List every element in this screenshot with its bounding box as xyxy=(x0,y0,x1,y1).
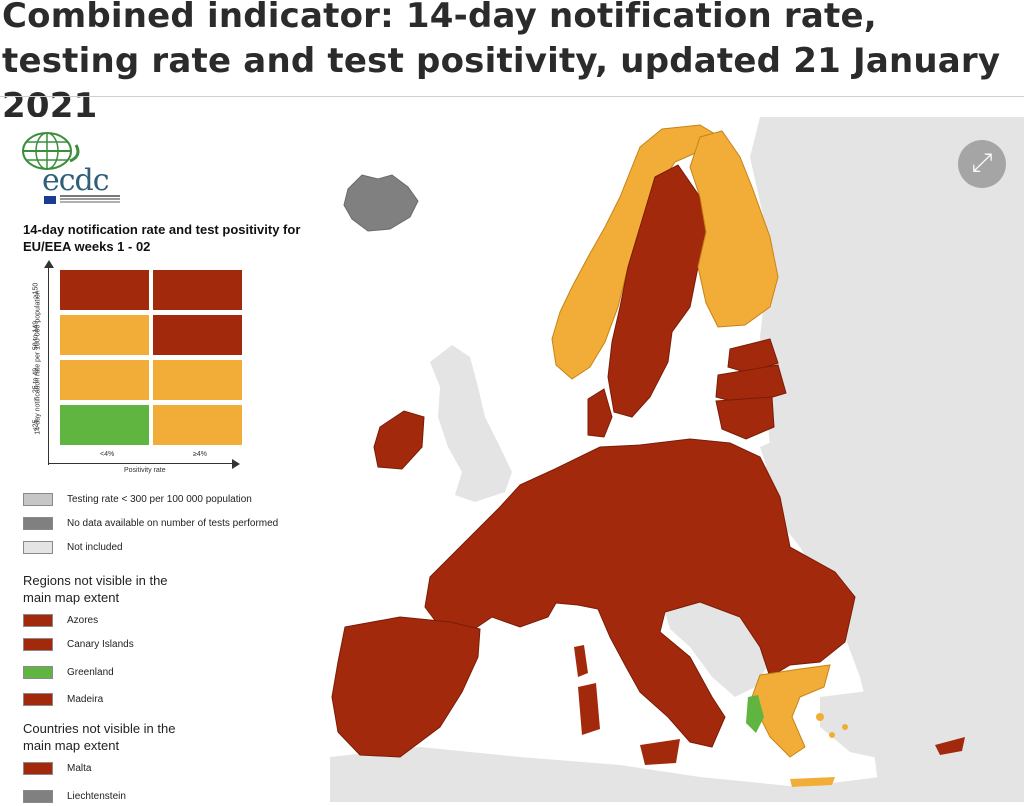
x-axis-label: Positivity rate xyxy=(124,467,166,474)
denmark xyxy=(587,388,613,438)
finland xyxy=(689,130,779,328)
title-divider xyxy=(0,96,1024,97)
matrix-cell xyxy=(153,360,242,400)
countries-title: Countries not visible in the main map ex… xyxy=(23,721,176,753)
sardinia xyxy=(578,683,600,735)
island-3 xyxy=(842,724,848,730)
matrix-cell xyxy=(60,315,149,355)
lithuania xyxy=(715,396,775,440)
legend-heading: 14-day notification rate and test positi… xyxy=(23,222,301,254)
agency-name-lines xyxy=(60,195,120,197)
albania xyxy=(746,695,764,733)
iceland xyxy=(343,174,419,232)
colour-matrix xyxy=(60,270,244,446)
region-label: Azores xyxy=(67,615,99,626)
legend-swatch xyxy=(23,493,53,506)
legend-swatch xyxy=(23,693,53,706)
ecdc-logo-text: ecdc xyxy=(42,163,110,198)
belarus-ukraine xyxy=(760,417,900,567)
region-label: Greenland xyxy=(67,667,114,678)
europe-map[interactable] xyxy=(0,117,1024,802)
eu-flag-icon xyxy=(44,196,56,204)
country-label: Liechtenstein xyxy=(67,791,126,802)
ecdc-globe-icon xyxy=(22,132,80,170)
north-africa-landmass xyxy=(330,747,1024,802)
matrix-cell xyxy=(153,315,242,355)
legend-swatch xyxy=(23,762,53,775)
balkans-non-eu xyxy=(665,602,768,697)
cyprus xyxy=(935,737,965,755)
matrix-cell xyxy=(60,360,149,400)
country-label: Malta xyxy=(67,763,92,774)
page-title: Combined indicator: 14-day notification … xyxy=(2,0,1001,126)
map-legend: ecdc 14-day notification rate and test p… xyxy=(0,117,345,803)
y-tick: ≥150 xyxy=(32,282,40,299)
regions-title: Regions not visible in the main map exte… xyxy=(23,573,168,605)
y-axis-line xyxy=(48,265,49,465)
legend-label: Not included xyxy=(67,542,123,553)
russia-landmass xyxy=(750,117,1024,802)
island-2 xyxy=(829,732,835,738)
turkey xyxy=(820,687,1024,767)
expand-arrows-icon[interactable]: ⤢ xyxy=(958,140,1006,188)
y-axis-arrow-icon xyxy=(44,260,54,268)
legend-label: No data available on number of tests per… xyxy=(67,518,279,529)
matrix-cell xyxy=(60,270,149,310)
legend-swatch xyxy=(23,666,53,679)
island-1 xyxy=(816,713,824,721)
region-label: Madeira xyxy=(67,694,104,705)
y-tick: 50 to 149 xyxy=(32,320,40,351)
y-tick: 25 to 49 xyxy=(32,367,40,394)
map-area[interactable] xyxy=(0,117,1024,802)
x-tick: ≥4% xyxy=(193,451,207,458)
greece xyxy=(751,664,831,758)
legend-swatch xyxy=(23,638,53,651)
y-tick: <25 xyxy=(32,419,40,432)
uk-landmass xyxy=(430,345,512,502)
legend-swatch xyxy=(23,541,53,554)
legend-swatch xyxy=(23,517,53,530)
corsica xyxy=(574,645,588,677)
legend-swatch xyxy=(23,790,53,803)
sicily xyxy=(640,739,680,765)
x-tick: <4% xyxy=(100,451,115,458)
iberia xyxy=(331,616,481,758)
legend-swatch xyxy=(23,614,53,627)
region-label: Canary Islands xyxy=(67,639,134,650)
x-axis-arrow-icon xyxy=(232,459,240,469)
legend-label: Testing rate < 300 per 100 000 populatio… xyxy=(67,494,252,505)
x-axis-line xyxy=(48,463,234,464)
matrix-cell xyxy=(153,405,242,445)
matrix-cell xyxy=(60,405,149,445)
matrix-cell xyxy=(153,270,242,310)
ireland xyxy=(373,410,425,470)
crete xyxy=(790,777,835,787)
